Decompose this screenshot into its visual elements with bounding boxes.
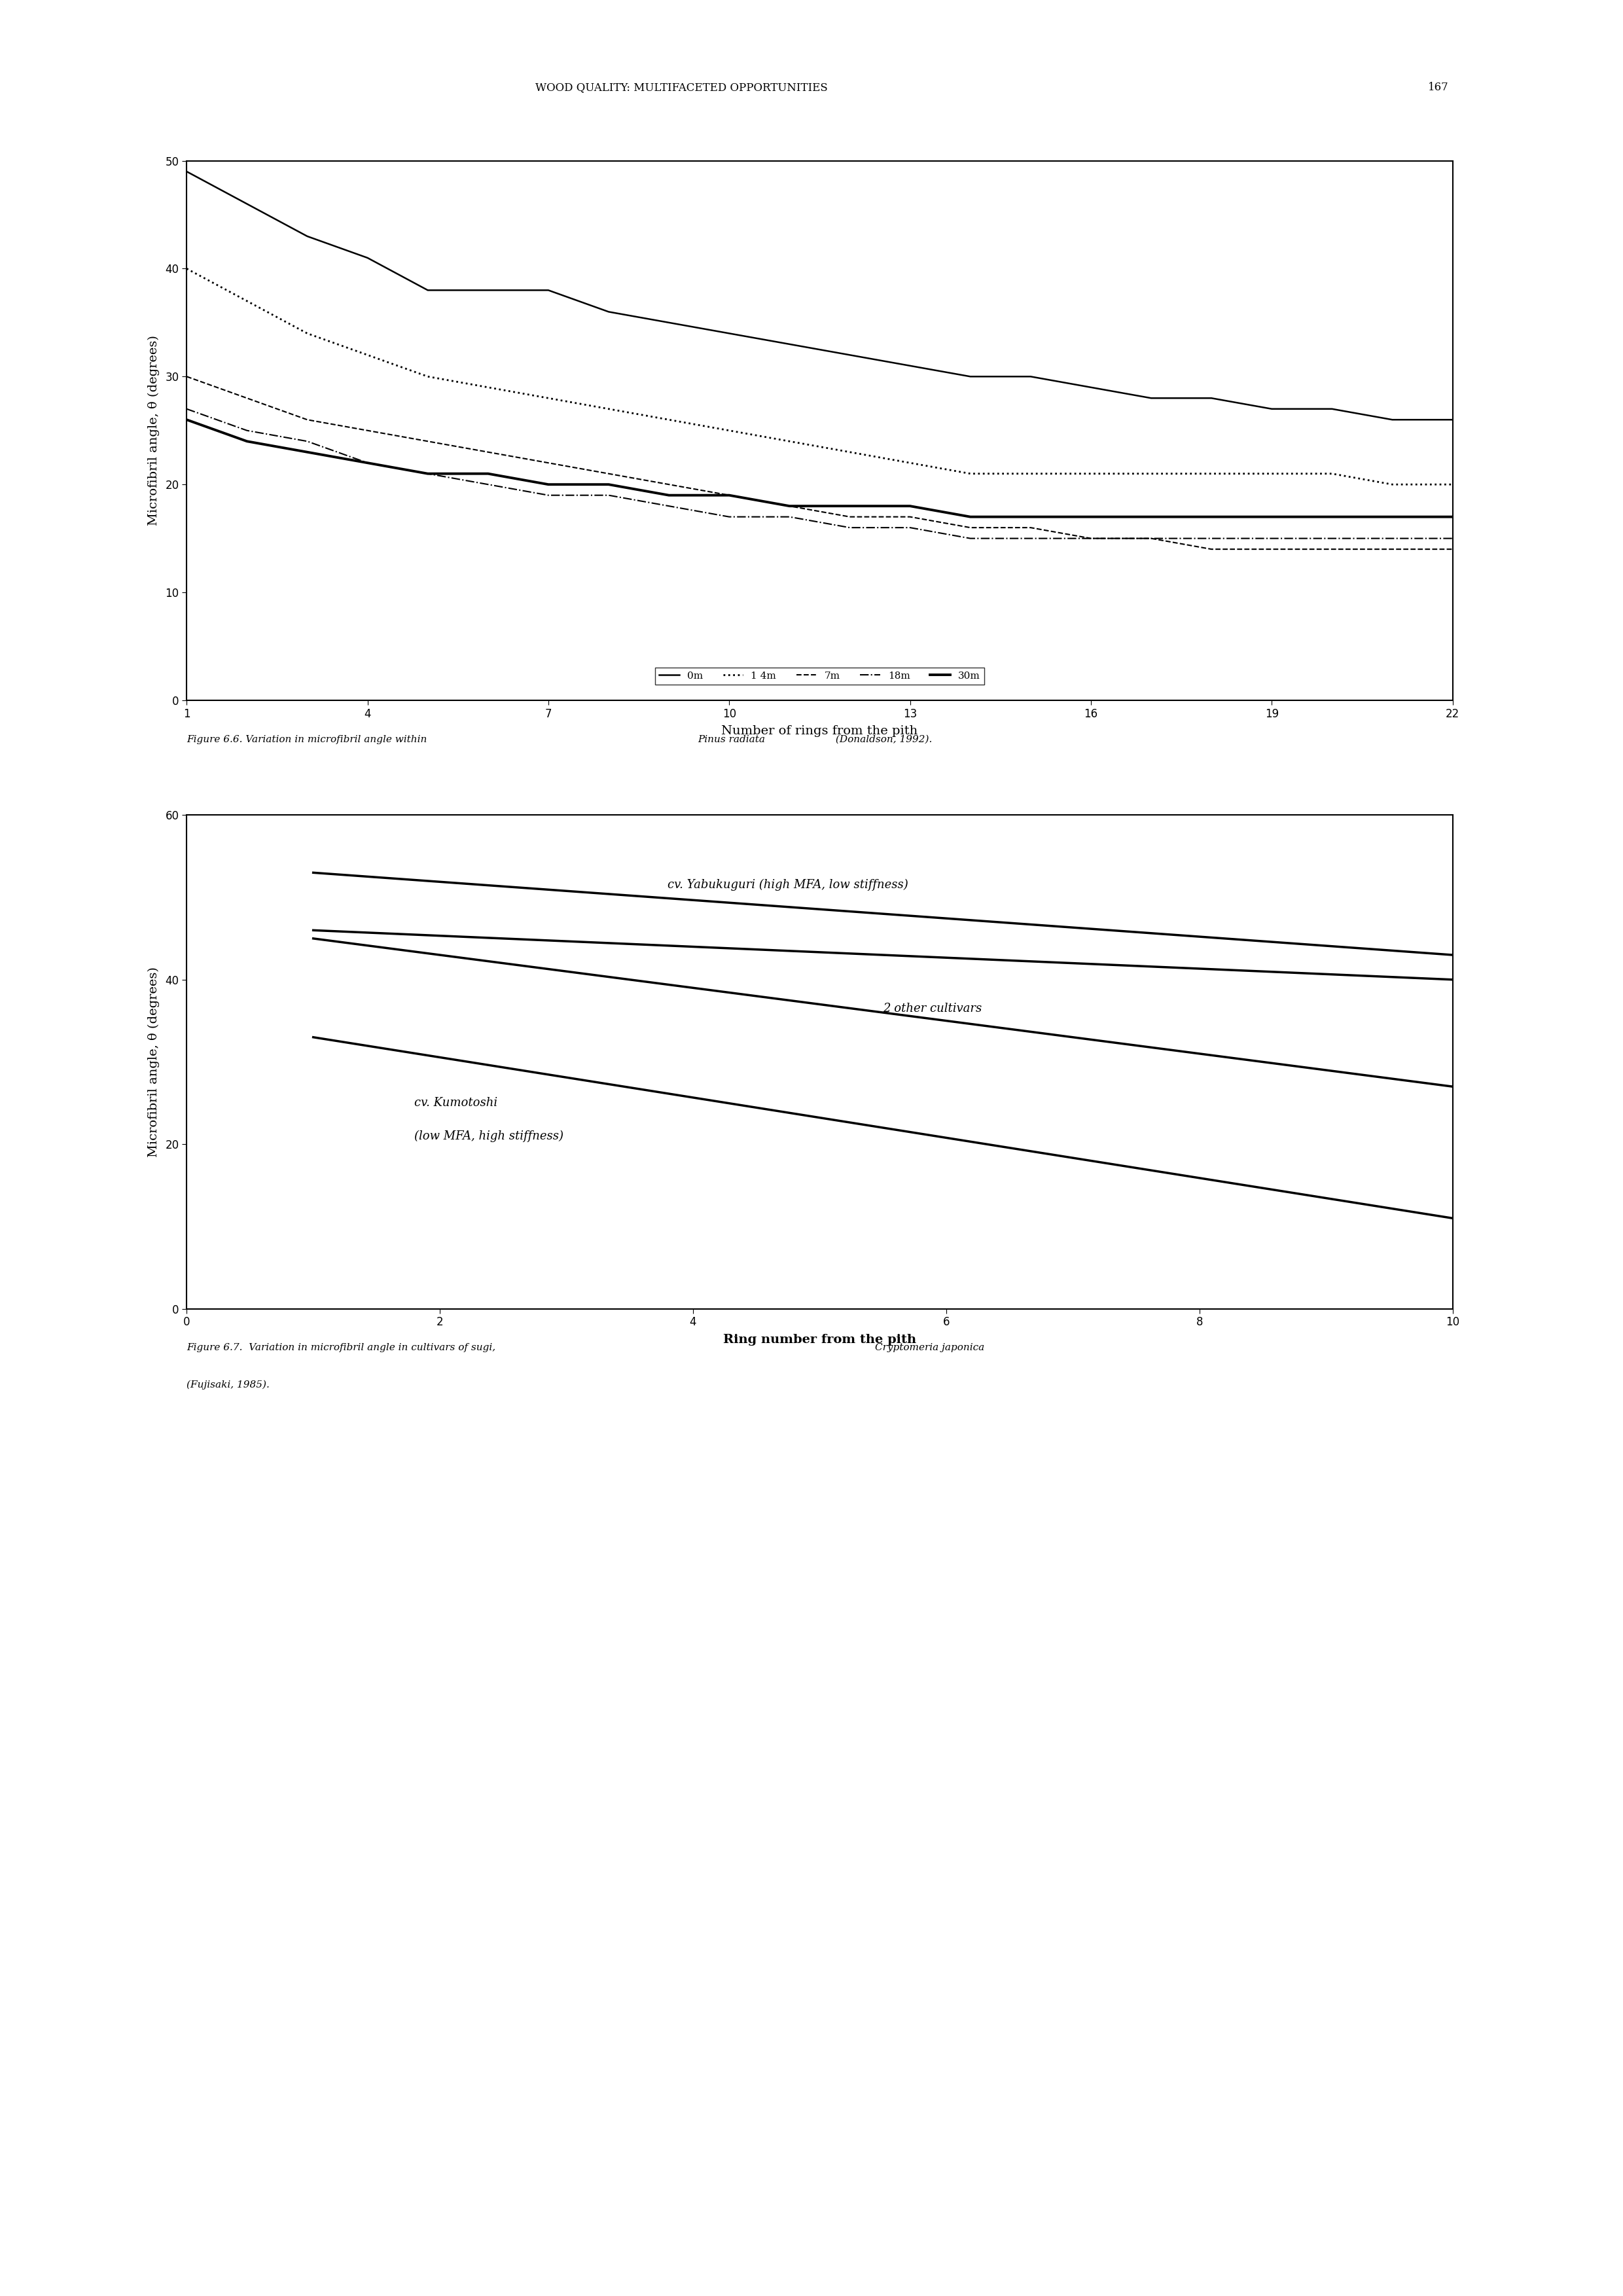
- Text: Cryptomeria japonica: Cryptomeria japonica: [875, 1343, 984, 1352]
- Text: cv. Yabukuguri (high MFA, low stiffness): cv. Yabukuguri (high MFA, low stiffness): [667, 879, 909, 891]
- Text: cv. Kumotoshi: cv. Kumotoshi: [414, 1097, 498, 1109]
- Text: WOOD QUALITY: MULTIFACETED OPPORTUNITIES: WOOD QUALITY: MULTIFACETED OPPORTUNITIES: [536, 83, 828, 92]
- Text: 167: 167: [1428, 83, 1449, 92]
- Text: (Donaldson, 1992).: (Donaldson, 1992).: [833, 735, 932, 744]
- X-axis label: Number of rings from the pith: Number of rings from the pith: [721, 726, 919, 737]
- Text: Figure 6.6. Variation in microfibril angle within: Figure 6.6. Variation in microfibril ang…: [187, 735, 430, 744]
- Text: Figure 6.7.  Variation in microfibril angle in cultivars of sugi,: Figure 6.7. Variation in microfibril ang…: [187, 1343, 498, 1352]
- Y-axis label: Microfibril angle, θ (degrees): Microfibril angle, θ (degrees): [148, 335, 159, 526]
- Text: 2 other cultivars: 2 other cultivars: [883, 1003, 982, 1015]
- Text: (low MFA, high stiffness): (low MFA, high stiffness): [414, 1130, 563, 1141]
- Text: (Fujisaki, 1985).: (Fujisaki, 1985).: [187, 1380, 269, 1389]
- Legend: 0m, 1 4m, 7m, 18m, 30m: 0m, 1 4m, 7m, 18m, 30m: [656, 668, 984, 684]
- Text: Pinus radiata: Pinus radiata: [698, 735, 766, 744]
- Y-axis label: Microfibril angle, θ (degrees): Microfibril angle, θ (degrees): [148, 967, 159, 1157]
- X-axis label: Ring number from the pith: Ring number from the pith: [722, 1334, 917, 1345]
